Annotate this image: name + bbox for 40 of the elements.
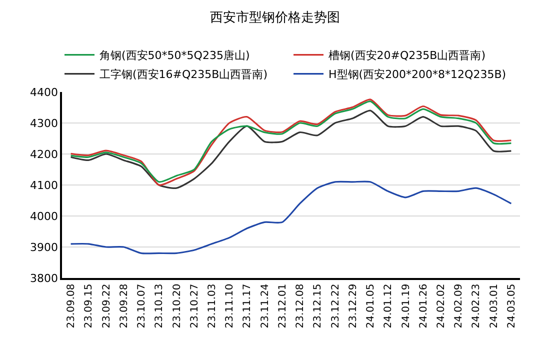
legend-label: 角钢(西安50*50*5Q235唐山) xyxy=(100,49,250,62)
x-tick-label: 23.09.08 xyxy=(66,284,78,328)
x-tick-label: 23.11.10 xyxy=(224,284,236,328)
chart-title: 西安市型钢价格走势图 xyxy=(210,9,340,26)
y-tick-label: 4000 xyxy=(30,210,58,223)
line-series xyxy=(70,180,512,254)
x-tick-label: 24.01.05 xyxy=(366,284,377,328)
x-tick-label: 23.10.27 xyxy=(189,284,200,328)
line-series xyxy=(70,110,512,189)
x-tick-label: 23.12.15 xyxy=(312,284,324,328)
x-tick-label: 24.01.19 xyxy=(400,284,412,328)
x-tick-label: 24.02.02 xyxy=(436,284,447,328)
x-tick-label: 23.12.08 xyxy=(295,284,306,328)
x-tick-label: 23.11.03 xyxy=(206,284,218,328)
x-tick-label: 24.03.01 xyxy=(488,284,500,328)
x-tick-label: 23.12.22 xyxy=(330,284,342,328)
x-tick-label: 23.10.13 xyxy=(154,284,166,328)
x-tick-label: 24.01.12 xyxy=(383,284,394,328)
legend-label: 槽钢(西安20#Q235B山西晋南) xyxy=(328,49,486,62)
y-tick-label: 4100 xyxy=(30,178,58,192)
y-tick-label: 4300 xyxy=(30,116,58,130)
y-tick-label: 4200 xyxy=(30,148,58,161)
x-tick-label: 23.10.20 xyxy=(172,284,183,328)
x-tick-label: 23.12.29 xyxy=(348,284,359,328)
x-tick-label: 24.02.09 xyxy=(454,284,465,328)
x-tick-label: 23.11.17 xyxy=(242,284,254,328)
x-tick-label: 24.02.23 xyxy=(471,284,482,328)
legend-label: 工字钢(西安16#Q235B山西晋南) xyxy=(100,68,268,82)
x-tick-label: 23.09.15 xyxy=(84,284,95,328)
y-tick-label: 3800 xyxy=(30,272,58,285)
legend-label: H型钢(西安200*200*8*12Q235B) xyxy=(328,68,506,82)
x-tick-label: 23.09.22 xyxy=(101,284,112,328)
x-tick-label: 24.01.26 xyxy=(418,284,430,328)
y-tick-label: 3900 xyxy=(30,240,58,254)
x-tick-label: 23.11.24 xyxy=(260,284,271,328)
x-tick-label: 23.10.07 xyxy=(136,284,148,328)
x-tick-label: 23.12.01 xyxy=(277,284,288,328)
x-tick-label: 23.09.28 xyxy=(118,284,130,328)
y-tick-label: 4400 xyxy=(30,86,58,99)
x-tick-label: 24.03.05 xyxy=(506,284,518,328)
